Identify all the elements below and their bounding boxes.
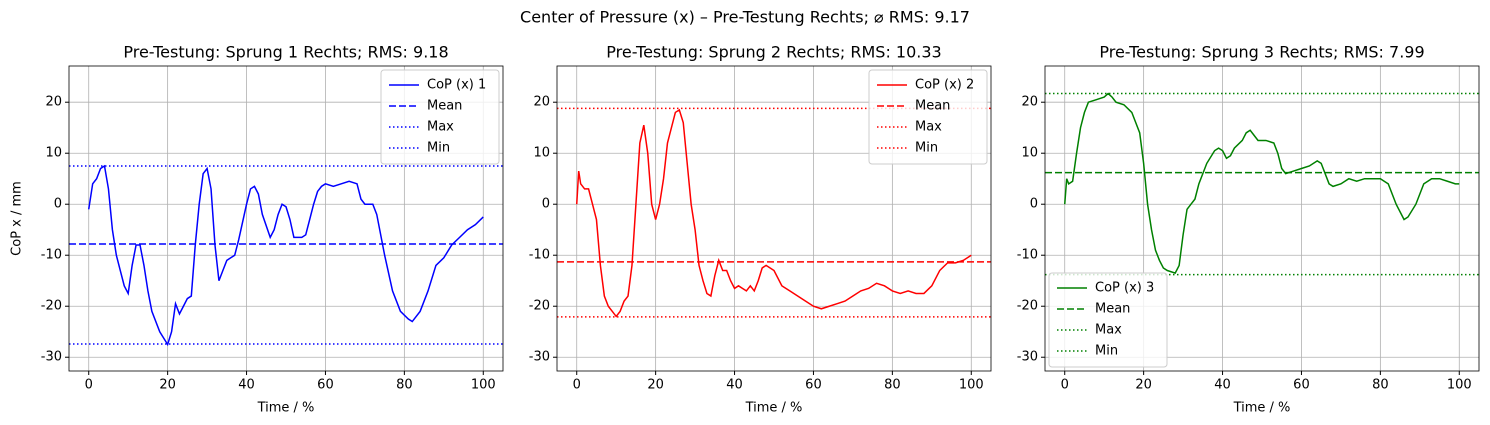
y-tick-label: -30 bbox=[1017, 350, 1038, 365]
subplot: 0 20 40 60 80 100 -30 -20 -10 0 10 20 Pre-Testung: S… bbox=[1017, 43, 1480, 416]
legend-label: CoP (x) 3 bbox=[1095, 281, 1154, 296]
x-tick-label: 20 bbox=[1135, 378, 1152, 393]
x-tick-label: 100 bbox=[471, 378, 496, 393]
subplot-title: Pre-Testung: Sprung 2 Rechts; RMS: 10.33 bbox=[606, 43, 941, 62]
y-tick-label: -20 bbox=[41, 299, 62, 314]
y-tick-label: 10 bbox=[45, 146, 62, 161]
legend-label: Min bbox=[427, 141, 450, 156]
x-axis-label: Time / % bbox=[1233, 401, 1291, 416]
y-tick-label: 0 bbox=[54, 197, 62, 212]
x-tick-label: 100 bbox=[959, 378, 984, 393]
y-tick-label: 0 bbox=[1030, 197, 1038, 212]
x-tick-label: 0 bbox=[85, 378, 93, 393]
legend-label: CoP (x) 2 bbox=[915, 78, 974, 93]
legend-label: Mean bbox=[427, 99, 462, 114]
x-tick-label: 80 bbox=[884, 378, 901, 393]
legend-box bbox=[380, 69, 500, 165]
y-tick-label: -20 bbox=[1017, 299, 1038, 314]
x-tick-label: 40 bbox=[1214, 378, 1231, 393]
x-tick-label: 40 bbox=[726, 378, 743, 393]
x-tick-label: 20 bbox=[647, 378, 664, 393]
y-tick-label: -10 bbox=[529, 248, 550, 263]
y-tick-label: -30 bbox=[41, 350, 62, 365]
figure-title: Center of Pressure (x) – Pre-Testung Rec… bbox=[520, 8, 970, 27]
y-tick-label: -10 bbox=[41, 248, 62, 263]
y-tick-label: 10 bbox=[533, 146, 550, 161]
plot-area bbox=[1045, 92, 1479, 276]
x-tick-label: 80 bbox=[1372, 378, 1389, 393]
y-tick-label: -10 bbox=[1017, 248, 1038, 263]
legend-box bbox=[1048, 272, 1168, 368]
axes-frame bbox=[556, 65, 992, 372]
subplot: 0 20 40 60 80 100 -30 -20 -10 0 10 20 Pre-Testung: S… bbox=[529, 43, 992, 416]
legend-label: Mean bbox=[915, 99, 950, 114]
subplot: 0 20 40 60 80 100 -30 -20 -10 0 10 20 Pre-Testung: S… bbox=[10, 43, 504, 416]
legend-label: Max bbox=[427, 120, 454, 135]
y-axis-label: CoP x / mm bbox=[10, 181, 25, 256]
x-axis-label: Time / % bbox=[745, 401, 803, 416]
data-line bbox=[1063, 92, 1460, 274]
x-tick-label: 0 bbox=[1061, 378, 1069, 393]
data-line bbox=[575, 108, 972, 318]
x-tick-label: 60 bbox=[805, 378, 822, 393]
x-tick-label: 80 bbox=[396, 378, 413, 393]
legend-label: Min bbox=[915, 141, 938, 156]
x-tick-label: 20 bbox=[159, 378, 176, 393]
y-tick-label: 20 bbox=[533, 95, 550, 110]
legend-label: Max bbox=[1095, 323, 1122, 338]
subplot-title: Pre-Testung: Sprung 3 Rechts; RMS: 7.99 bbox=[1099, 43, 1424, 62]
subplot-title: Pre-Testung: Sprung 1 Rechts; RMS: 9.18 bbox=[123, 43, 448, 62]
legend-label: Mean bbox=[1095, 302, 1130, 317]
legend-label: Max bbox=[915, 120, 942, 135]
x-tick-label: 100 bbox=[1447, 378, 1472, 393]
x-tick-label: 60 bbox=[317, 378, 334, 393]
plot-area bbox=[557, 107, 991, 318]
x-tick-label: 60 bbox=[1293, 378, 1310, 393]
x-tick-label: 40 bbox=[238, 378, 255, 393]
data-line bbox=[87, 164, 484, 347]
x-tick-label: 0 bbox=[573, 378, 581, 393]
y-tick-label: 20 bbox=[45, 95, 62, 110]
plot-area bbox=[69, 164, 503, 347]
legend-label: CoP (x) 1 bbox=[427, 78, 486, 93]
y-tick-label: 20 bbox=[1021, 95, 1038, 110]
axes-frame bbox=[1044, 65, 1480, 372]
legend-box bbox=[868, 69, 988, 165]
x-axis-label: Time / % bbox=[257, 401, 315, 416]
axes-frame bbox=[68, 65, 504, 372]
y-tick-label: 0 bbox=[542, 197, 550, 212]
y-tick-label: 10 bbox=[1021, 146, 1038, 161]
y-tick-label: -20 bbox=[529, 299, 550, 314]
legend-label: Min bbox=[1095, 344, 1118, 359]
y-tick-label: -30 bbox=[529, 350, 550, 365]
